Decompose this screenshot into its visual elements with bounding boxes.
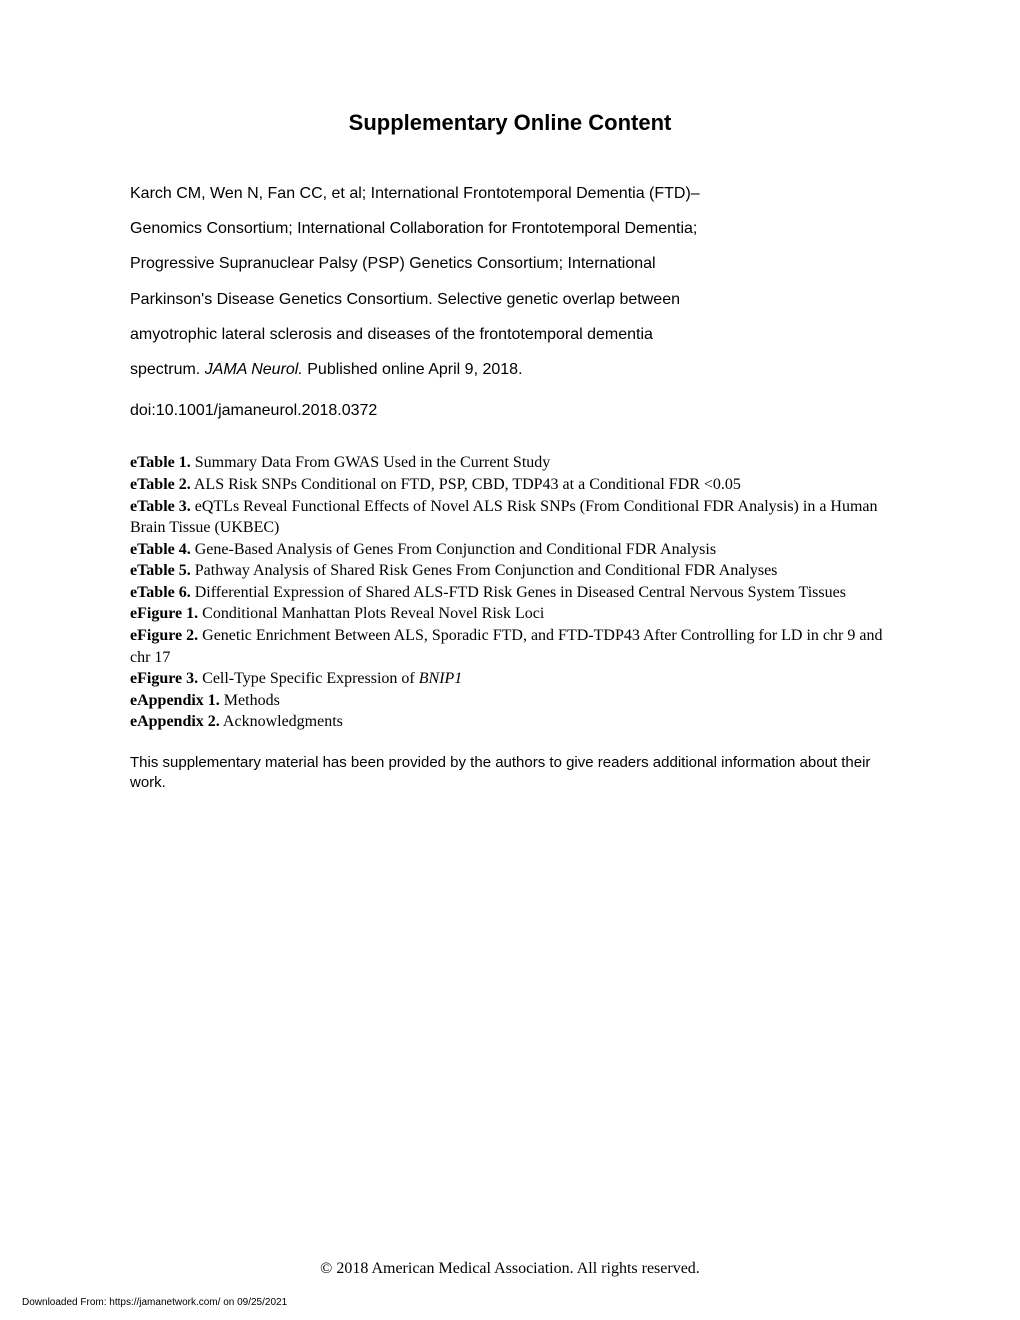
toc-item: eFigure 3. Cell-Type Specific Expression… [130, 668, 890, 690]
toc-item: eTable 6. Differential Expression of Sha… [130, 582, 890, 604]
toc-text: Pathway Analysis of Shared Risk Genes Fr… [191, 562, 778, 579]
toc-text: Summary Data From GWAS Used in the Curre… [191, 454, 551, 471]
toc-label: eAppendix 1. [130, 692, 220, 709]
toc-text: Acknowledgments [220, 713, 343, 730]
toc-label: eTable 2. [130, 476, 191, 493]
toc-item: eAppendix 2. Acknowledgments [130, 711, 890, 733]
gene-name: BNIP1 [419, 670, 463, 687]
supplementary-note: This supplementary material has been pro… [130, 753, 890, 794]
toc-item: eAppendix 1. Methods [130, 690, 890, 712]
table-of-contents: eTable 1. Summary Data From GWAS Used in… [130, 452, 890, 733]
toc-label: eTable 3. [130, 498, 191, 515]
toc-text: Cell-Type Specific Expression of [198, 670, 419, 687]
toc-text: Genetic Enrichment Between ALS, Sporadic… [130, 627, 882, 666]
journal-name: JAMA Neurol. [205, 361, 303, 378]
toc-item: eTable 5. Pathway Analysis of Shared Ris… [130, 560, 890, 582]
citation-line: Progressive Supranuclear Palsy (PSP) Gen… [130, 246, 890, 281]
toc-item: eFigure 2. Genetic Enrichment Between AL… [130, 625, 890, 668]
toc-label: eFigure 1. [130, 605, 198, 622]
toc-label: eFigure 3. [130, 670, 198, 687]
toc-text: Gene-Based Analysis of Genes From Conjun… [191, 541, 716, 558]
doi: doi:10.1001/jamaneurol.2018.0372 [130, 393, 890, 428]
toc-text: Conditional Manhattan Plots Reveal Novel… [198, 605, 544, 622]
toc-item: eTable 2. ALS Risk SNPs Conditional on F… [130, 474, 890, 496]
toc-text: Methods [220, 692, 280, 709]
toc-label: eTable 1. [130, 454, 191, 471]
copyright-notice: © 2018 American Medical Association. All… [0, 1260, 1020, 1278]
toc-item: eFigure 1. Conditional Manhattan Plots R… [130, 603, 890, 625]
toc-label: eTable 6. [130, 584, 191, 601]
toc-item: eTable 4. Gene-Based Analysis of Genes F… [130, 539, 890, 561]
toc-text: Differential Expression of Shared ALS-FT… [191, 584, 846, 601]
citation-text: spectrum. [130, 361, 205, 378]
toc-label: eFigure 2. [130, 627, 198, 644]
toc-item: eTable 3. eQTLs Reveal Functional Effect… [130, 496, 890, 539]
citation-text: Published online April 9, 2018. [303, 361, 523, 378]
toc-item: eTable 1. Summary Data From GWAS Used in… [130, 452, 890, 474]
page-title: Supplementary Online Content [130, 110, 890, 136]
citation-line: spectrum. JAMA Neurol. Published online … [130, 352, 890, 387]
citation-block: Karch CM, Wen N, Fan CC, et al; Internat… [130, 176, 890, 387]
toc-label: eAppendix 2. [130, 713, 220, 730]
toc-text: eQTLs Reveal Functional Effects of Novel… [130, 498, 878, 537]
citation-line: Genomics Consortium; International Colla… [130, 211, 890, 246]
citation-line: Parkinson's Disease Genetics Consortium.… [130, 282, 890, 317]
citation-line: amyotrophic lateral sclerosis and diseas… [130, 317, 890, 352]
citation-line: Karch CM, Wen N, Fan CC, et al; Internat… [130, 176, 890, 211]
toc-text: ALS Risk SNPs Conditional on FTD, PSP, C… [191, 476, 741, 493]
toc-label: eTable 5. [130, 562, 191, 579]
download-note: Downloaded From: https://jamanetwork.com… [22, 1297, 287, 1308]
toc-label: eTable 4. [130, 541, 191, 558]
